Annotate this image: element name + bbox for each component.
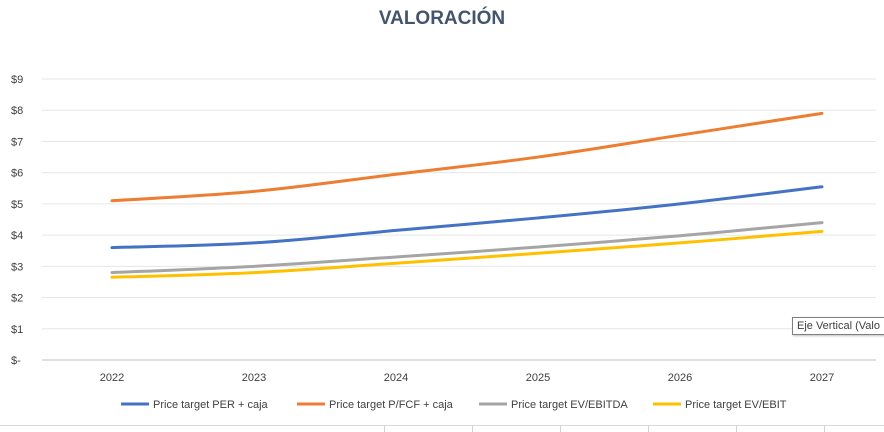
legend-label: Price target EV/EBITDA — [511, 399, 628, 411]
x-tick-label: 2023 — [242, 372, 266, 384]
axis-tooltip: Eje Vertical (Valo — [792, 317, 884, 335]
x-tick-label: 2025 — [526, 372, 550, 384]
cell-gridline — [472, 426, 473, 432]
y-tick-label: $8 — [11, 105, 23, 117]
cell-gridline — [736, 426, 737, 432]
y-tick-label: $4 — [11, 230, 23, 242]
cell-gridline — [560, 426, 561, 432]
y-tick-label: $6 — [11, 168, 23, 180]
legend-label: Price target PER + caja — [153, 399, 269, 411]
cell-gridline — [648, 426, 649, 432]
cell-gridline — [384, 426, 385, 432]
x-tick-label: 2024 — [384, 372, 408, 384]
series-line[interactable] — [110, 221, 824, 275]
y-tick-label: $2 — [11, 293, 23, 305]
x-tick-label: 2026 — [668, 372, 692, 384]
y-tick-label: $5 — [11, 199, 23, 211]
legend-label: Price target P/FCF + caja — [329, 399, 454, 411]
legend-label: Price target EV/EBIT — [685, 399, 787, 411]
y-tick-label: $- — [11, 355, 21, 367]
chart-title: VALORACIÓN — [378, 8, 506, 29]
sheet-divider — [0, 425, 884, 426]
cell-gridline — [824, 426, 825, 432]
series-line[interactable] — [110, 111, 824, 203]
series-line[interactable] — [110, 185, 824, 250]
series-line[interactable] — [110, 229, 824, 279]
y-tick-label: $9 — [11, 74, 23, 86]
x-tick-label: 2027 — [810, 372, 834, 384]
y-tick-label: $1 — [11, 324, 23, 336]
x-tick-label: 2022 — [100, 372, 124, 384]
y-tick-label: $7 — [11, 136, 23, 148]
y-tick-label: $3 — [11, 261, 23, 273]
